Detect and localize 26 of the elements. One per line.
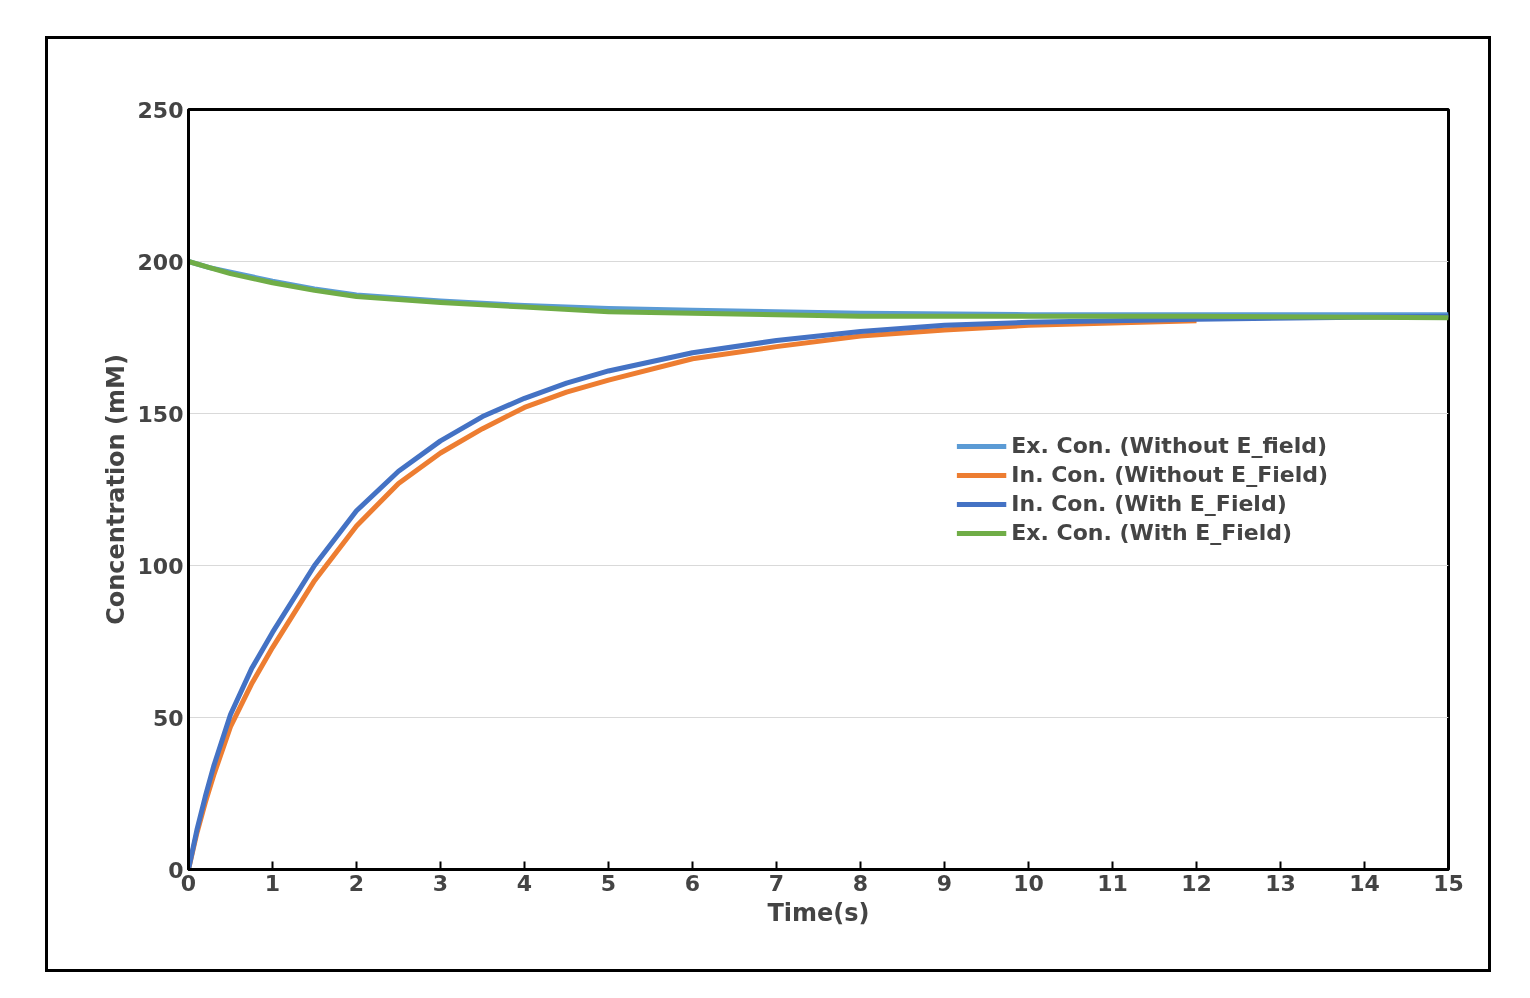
x-tick-label: 9 bbox=[936, 870, 953, 896]
x-tick-label: 11 bbox=[1097, 870, 1128, 896]
y-tick-label: 200 bbox=[137, 249, 184, 275]
y-tick-label: 250 bbox=[137, 97, 184, 123]
legend-label: In. Con. (Without E_Field) bbox=[1011, 462, 1328, 487]
y-axis-title: Concentration (mM) bbox=[101, 354, 130, 625]
legend-label: Ex. Con. (Without E_field) bbox=[1011, 433, 1328, 458]
y-tick-label: 100 bbox=[137, 553, 184, 579]
legend-label: Ex. Con. (With E_Field) bbox=[1011, 520, 1293, 545]
x-tick-label: 13 bbox=[1265, 870, 1296, 896]
x-tick-label: 2 bbox=[348, 870, 365, 896]
legend-label: In. Con. (With E_Field) bbox=[1011, 491, 1287, 516]
x-tick-label: 14 bbox=[1349, 870, 1380, 896]
x-tick-label: 3 bbox=[432, 870, 449, 896]
x-tick-label: 15 bbox=[1433, 870, 1464, 896]
x-tick-label: 1 bbox=[264, 870, 281, 896]
x-tick-label: 12 bbox=[1181, 870, 1212, 896]
y-tick-label: 150 bbox=[137, 401, 184, 427]
x-tick-label: 10 bbox=[1013, 870, 1044, 896]
y-tick-label: 50 bbox=[152, 705, 184, 731]
x-tick-label: 5 bbox=[600, 870, 617, 896]
x-tick-label: 6 bbox=[684, 870, 701, 896]
x-tick-label: 7 bbox=[768, 870, 785, 896]
x-tick-label: 4 bbox=[516, 870, 533, 896]
x-tick-label: 8 bbox=[852, 870, 869, 896]
x-axis-title: Time(s) bbox=[767, 898, 870, 927]
